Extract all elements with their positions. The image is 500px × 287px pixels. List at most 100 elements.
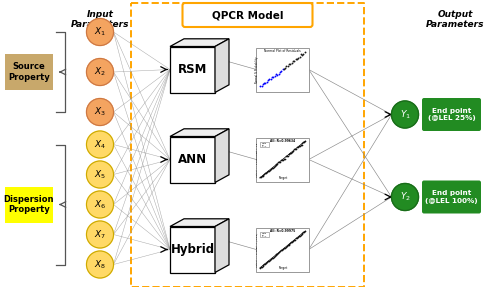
Point (272, 72, 280, 77)
Point (297, 52, 305, 57)
Point (266, 257, 274, 262)
Point (300, 52, 308, 57)
Point (291, 237, 299, 242)
Text: Data
Fit
Y=T: Data Fit Y=T (262, 233, 267, 237)
Circle shape (86, 221, 114, 248)
Point (296, 55, 304, 59)
Point (292, 146, 300, 151)
Circle shape (86, 161, 114, 188)
FancyBboxPatch shape (182, 3, 312, 27)
Point (278, 247, 286, 252)
Text: Target: Target (278, 176, 287, 180)
Point (279, 247, 287, 251)
Point (296, 232, 304, 237)
Text: $Y_2$: $Y_2$ (400, 191, 410, 203)
Point (262, 171, 270, 176)
Text: Normal % Probability: Normal % Probability (255, 56, 259, 83)
Point (277, 158, 285, 162)
Point (259, 82, 267, 86)
Text: Output ~= 0.996*Target + 1.8: Output ~= 0.996*Target + 1.8 (256, 142, 258, 177)
Point (300, 230, 308, 234)
Point (280, 246, 288, 251)
Point (256, 265, 264, 270)
Point (290, 59, 298, 63)
Circle shape (86, 191, 114, 218)
Point (292, 236, 300, 241)
Point (275, 160, 283, 164)
Point (290, 237, 298, 242)
Point (270, 75, 278, 79)
Point (262, 171, 270, 176)
Point (258, 264, 266, 269)
Point (286, 152, 294, 157)
Point (260, 262, 268, 267)
Point (296, 144, 304, 148)
Point (288, 150, 296, 154)
Polygon shape (170, 39, 229, 46)
Point (277, 69, 285, 73)
Polygon shape (170, 129, 229, 137)
Point (274, 162, 281, 166)
Point (284, 153, 292, 158)
Text: Input
Parameters: Input Parameters (71, 9, 129, 29)
Point (293, 57, 301, 61)
Point (270, 163, 278, 168)
Polygon shape (215, 39, 229, 92)
Point (298, 231, 306, 236)
Point (292, 57, 300, 62)
Point (282, 154, 290, 159)
Point (288, 239, 296, 244)
Point (264, 169, 272, 173)
Point (293, 145, 301, 150)
Point (270, 255, 278, 259)
Point (289, 149, 297, 154)
Point (282, 63, 290, 68)
Text: Data
Fit
Y=T: Data Fit Y=T (262, 143, 267, 147)
Text: Target: Target (278, 266, 287, 270)
Point (256, 175, 264, 180)
Text: All: R=0.99634: All: R=0.99634 (270, 139, 295, 143)
Point (291, 146, 299, 151)
Point (258, 264, 266, 269)
Point (298, 232, 306, 236)
Point (269, 165, 277, 170)
Point (266, 77, 274, 81)
Point (269, 255, 277, 260)
Point (289, 59, 297, 64)
Point (286, 62, 294, 67)
Circle shape (86, 98, 114, 125)
Text: All: R=0.99975: All: R=0.99975 (270, 229, 295, 232)
Point (295, 234, 303, 238)
Point (298, 52, 306, 57)
FancyBboxPatch shape (260, 142, 269, 147)
Point (281, 245, 289, 250)
Text: End point
(@LEL 100%): End point (@LEL 100%) (425, 191, 478, 203)
Polygon shape (170, 137, 215, 183)
Point (279, 157, 287, 162)
Text: $X_1$: $X_1$ (94, 26, 106, 38)
FancyBboxPatch shape (256, 137, 309, 181)
Point (270, 253, 278, 258)
Point (272, 163, 280, 167)
Point (265, 258, 273, 263)
Text: $X_5$: $X_5$ (94, 168, 106, 181)
Point (264, 77, 272, 82)
Point (268, 75, 276, 79)
Point (265, 168, 273, 173)
Point (270, 73, 278, 78)
FancyBboxPatch shape (422, 181, 481, 214)
Point (286, 242, 294, 246)
Point (294, 235, 302, 240)
Point (284, 152, 292, 156)
Point (258, 173, 266, 178)
Point (256, 265, 264, 269)
Point (262, 261, 270, 266)
Point (260, 172, 268, 177)
Point (267, 166, 275, 171)
Point (300, 139, 308, 144)
Point (280, 67, 288, 71)
Point (270, 165, 278, 170)
Point (288, 61, 296, 65)
Point (290, 147, 298, 152)
Circle shape (86, 18, 114, 46)
